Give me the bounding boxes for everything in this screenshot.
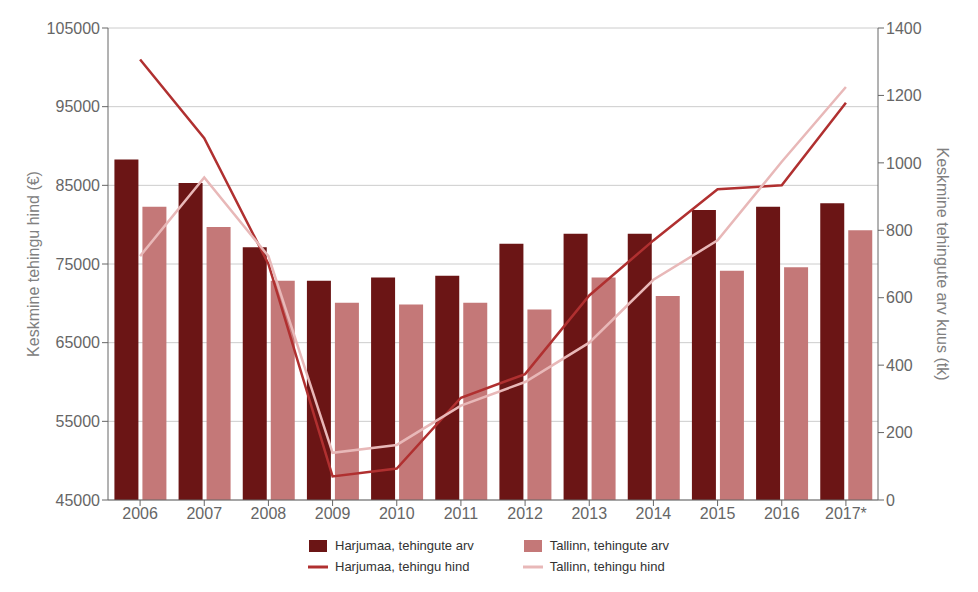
html-text:Harjumaa, tehingu hind: Harjumaa, tehingu hind [335, 559, 470, 574]
svg-text:2012: 2012 [507, 505, 543, 522]
html-text:Tallinn, tehingute arv: Tallinn, tehingute arv [549, 538, 669, 553]
svg-text:800: 800 [886, 222, 913, 239]
svg-text:2015: 2015 [700, 505, 736, 522]
html-text:Harjumaa, tehingute arv: Harjumaa, tehingute arv [335, 538, 474, 553]
svg-text:1200: 1200 [886, 87, 922, 104]
svg-text:45000: 45000 [56, 492, 101, 509]
svg-text:65000: 65000 [56, 334, 101, 351]
svg-text:85000: 85000 [56, 177, 101, 194]
svg-text:0: 0 [886, 492, 895, 509]
svg-text:2006: 2006 [122, 505, 158, 522]
svg-text:2014: 2014 [636, 505, 672, 522]
svg-text:105000: 105000 [47, 20, 100, 37]
svg-text:2017*: 2017* [825, 505, 867, 522]
html-text:Tallinn, tehingu hind: Tallinn, tehingu hind [549, 559, 665, 574]
svg-text:Keskmine tehingute arv kuus (t: Keskmine tehingute arv kuus (tk) [934, 148, 951, 381]
svg-text:95000: 95000 [56, 98, 101, 115]
svg-text:1000: 1000 [886, 155, 922, 172]
svg-text:Keskmine tehingu hind (€): Keskmine tehingu hind (€) [25, 171, 42, 357]
svg-text:2007: 2007 [186, 505, 222, 522]
svg-text:2016: 2016 [764, 505, 800, 522]
svg-text:2008: 2008 [251, 505, 287, 522]
svg-text:1400: 1400 [886, 20, 922, 37]
svg-text:400: 400 [886, 357, 913, 374]
svg-text:2009: 2009 [315, 505, 351, 522]
svg-text:55000: 55000 [56, 413, 101, 430]
svg-text:200: 200 [886, 424, 913, 441]
svg-text:600: 600 [886, 289, 913, 306]
svg-text:75000: 75000 [56, 256, 101, 273]
svg-text:2010: 2010 [379, 505, 415, 522]
svg-text:2011: 2011 [444, 505, 479, 522]
svg-text:2013: 2013 [571, 505, 607, 522]
